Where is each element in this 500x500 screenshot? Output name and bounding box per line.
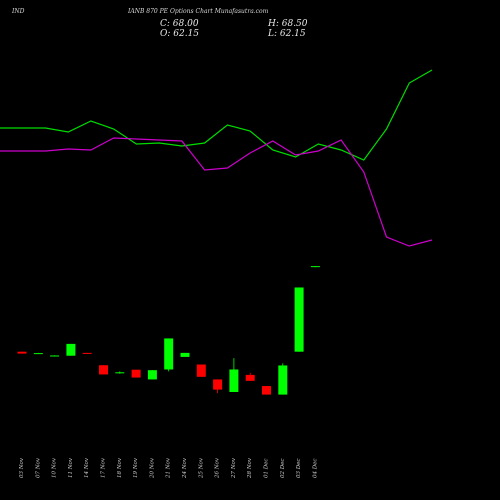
candle-body <box>17 351 27 354</box>
candle-body <box>294 287 304 352</box>
candle-body <box>278 365 288 395</box>
date-label: 28 Nov <box>247 457 253 479</box>
chart-title: IANB 870 PE Options Chart Munafasutra.co… <box>128 8 269 15</box>
date-label: 03 Dec <box>296 459 302 479</box>
candle-body <box>50 355 60 357</box>
date-label: 19 Nov <box>133 457 139 478</box>
indicator-lines <box>0 69 433 247</box>
candle-body <box>164 338 174 370</box>
candle-body <box>196 364 206 377</box>
date-label: 18 Nov <box>117 457 123 478</box>
date-label: 20 Nov <box>149 457 155 479</box>
candle-body <box>245 374 255 381</box>
candle-body <box>180 352 190 357</box>
candle-body <box>213 379 223 390</box>
date-label: 17 Nov <box>101 457 107 478</box>
candle-body <box>262 386 271 395</box>
candle-body <box>310 266 320 268</box>
candle-body <box>115 372 125 374</box>
date-label: 25 Nov <box>198 457 204 479</box>
candle-body <box>147 370 157 380</box>
date-label: 10 Nov <box>52 457 58 478</box>
symbol-label: IND <box>12 8 25 15</box>
date-label: 27 Nov <box>231 457 237 479</box>
high-value: H: 68.50 <box>268 19 308 29</box>
date-label: 11 Nov <box>68 457 74 478</box>
date-label: 02 Dec <box>280 459 286 479</box>
date-label: 14 Nov <box>84 457 90 478</box>
date-label: 26 Nov <box>215 457 221 479</box>
date-label: 24 Nov <box>182 457 188 479</box>
candle-body <box>229 369 239 392</box>
candle-body <box>131 369 141 378</box>
date-label: 04 Dec <box>312 459 318 479</box>
date-label: 01 Dec <box>264 459 270 479</box>
low-value: L: 62.15 <box>268 29 306 39</box>
indicator-line-2 <box>0 137 433 247</box>
date-label: 03 Nov <box>19 457 25 478</box>
candle-body <box>99 365 108 375</box>
close-value: C: 68.00 <box>160 19 199 29</box>
date-label: 21 Nov <box>166 457 172 479</box>
candles <box>17 266 320 395</box>
date-label: 07 Nov <box>35 457 41 478</box>
date-labels: 03 Nov 07 Nov 10 Nov 11 Nov 14 Nov 17 Nov 18 N… <box>19 457 318 479</box>
open-value: O: 62.15 <box>160 29 200 39</box>
indicator-line-1 <box>0 69 433 161</box>
candle-body <box>82 352 92 354</box>
candle-body <box>66 343 76 356</box>
candle-body <box>33 353 43 355</box>
